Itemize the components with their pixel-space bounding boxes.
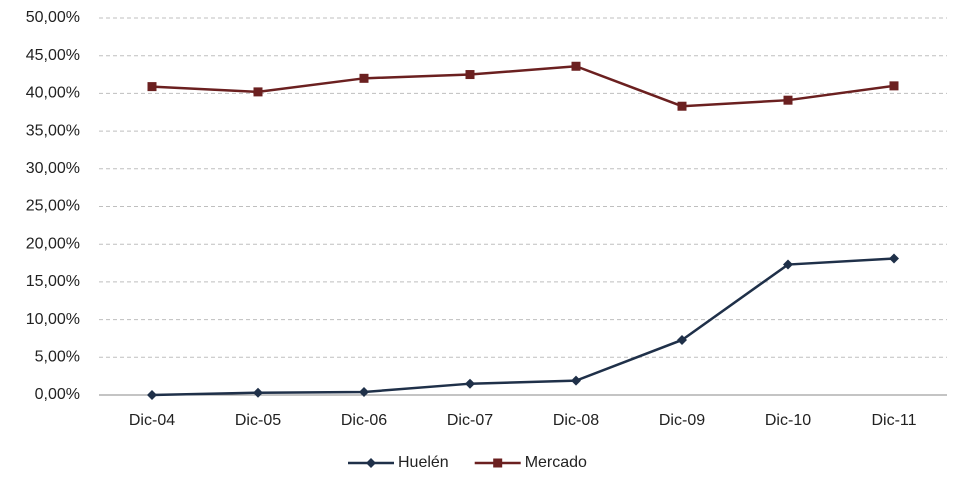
series-line <box>151 257 895 397</box>
x-tick-label: Dic-11 <box>871 412 916 429</box>
x-tick-label: Dic-08 <box>553 412 599 429</box>
data-point <box>783 95 793 105</box>
data-point <box>677 101 687 111</box>
y-tick-label: 5,00% <box>35 349 80 366</box>
legend-item: Mercado <box>474 454 587 471</box>
legend-item: Huelén <box>348 454 449 471</box>
data-point <box>147 390 157 400</box>
data-point <box>571 61 581 71</box>
x-tick-label: Dic-07 <box>447 412 493 429</box>
data-point <box>571 375 581 386</box>
x-tick-label: Dic-09 <box>659 412 705 429</box>
legend-label: Mercado <box>525 454 587 471</box>
data-point <box>465 378 475 389</box>
y-tick-label: 50,00% <box>26 9 80 26</box>
data-point <box>889 81 899 91</box>
data-point <box>253 87 263 97</box>
series-line <box>151 64 895 108</box>
y-tick-label: 45,00% <box>26 47 80 64</box>
y-tick-label: 20,00% <box>26 235 80 252</box>
legend-marker <box>493 458 503 468</box>
data-point <box>253 387 263 398</box>
x-tick-label: Dic-05 <box>235 412 281 429</box>
legend-marker <box>366 458 376 468</box>
y-tick-label: 30,00% <box>26 160 80 177</box>
x-tick-label: Dic-04 <box>129 412 175 429</box>
x-tick-label: Dic-06 <box>341 412 387 429</box>
y-tick-label: 40,00% <box>26 85 80 102</box>
y-tick-label: 25,00% <box>26 198 80 215</box>
data-point <box>889 253 899 264</box>
x-tick-label: Dic-10 <box>765 412 811 429</box>
y-tick-label: 10,00% <box>26 311 80 328</box>
y-tick-label: 15,00% <box>26 273 80 290</box>
data-point <box>147 82 157 92</box>
data-point <box>783 259 793 270</box>
y-tick-label: 35,00% <box>26 122 80 139</box>
legend-label: Huelén <box>398 454 449 471</box>
data-point <box>677 334 687 345</box>
data-point <box>359 73 369 83</box>
data-point <box>359 386 369 397</box>
y-tick-label: 0,00% <box>35 386 80 403</box>
data-point <box>465 70 475 80</box>
